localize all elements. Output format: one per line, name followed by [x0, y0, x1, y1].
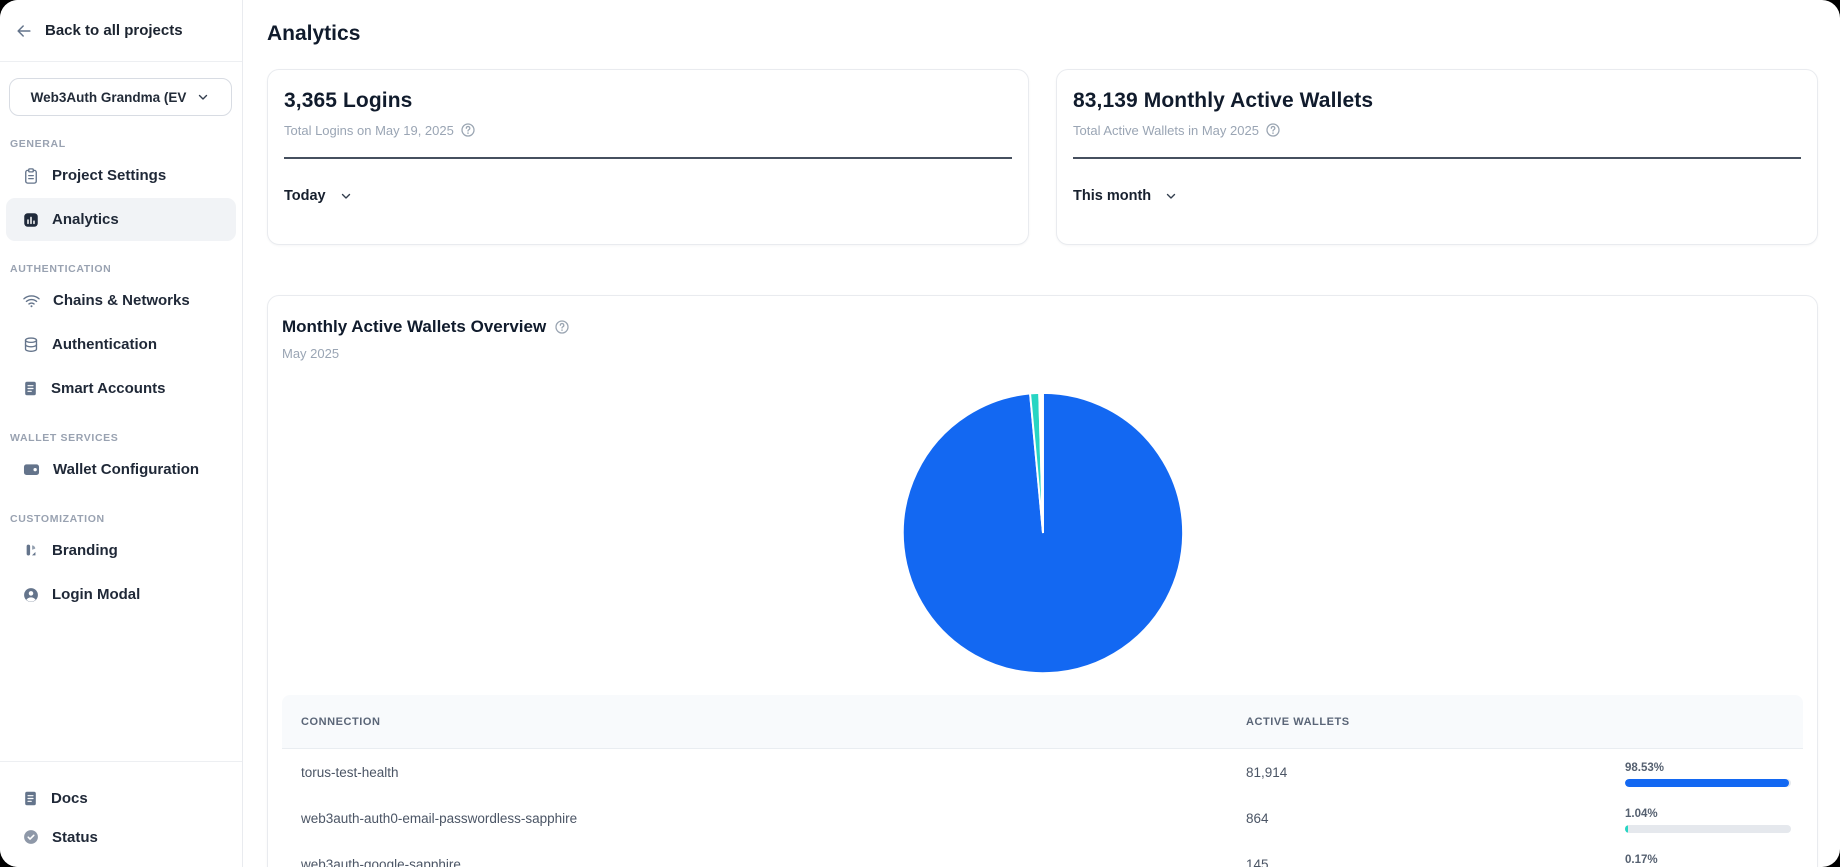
logins-stat-card: 3,365 Logins Total Logins on May 19, 202…	[267, 69, 1029, 245]
sidebar-item-status[interactable]: Status	[6, 818, 236, 856]
sidebar-section-label: AUTHENTICATION	[10, 263, 112, 275]
table-body: torus-test-health 81,914 98.53% web3auth…	[282, 749, 1803, 867]
project-selector[interactable]: Web3Auth Grandma (EV	[9, 78, 232, 116]
help-icon[interactable]	[460, 122, 476, 138]
sidebar-section-label: GENERAL	[10, 138, 66, 150]
bar-chart-icon	[22, 211, 40, 229]
wallets-overview-card: Monthly Active Wallets Overview May 2025…	[267, 295, 1818, 867]
active-wallets-stat-subtitle: Total Active Wallets in May 2025	[1073, 122, 1259, 138]
share-bar-track	[1625, 779, 1791, 787]
stat-divider	[1073, 157, 1801, 159]
sidebar-item-label: Branding	[52, 542, 118, 559]
active-wallets-cell: 81,914	[1246, 764, 1288, 780]
sidebar-item-authentication[interactable]: Authentication	[6, 323, 236, 366]
sidebar-section-label: CUSTOMIZATION	[10, 513, 105, 525]
help-icon[interactable]	[554, 319, 570, 335]
sidebar: Back to all projects Web3Auth Grandma (E…	[0, 0, 243, 867]
share-bar-fill	[1625, 825, 1628, 833]
brush-icon	[22, 542, 40, 560]
share-cell: 0.17%	[1625, 849, 1803, 867]
overview-subtitle: May 2025	[282, 346, 340, 361]
sidebar-item-label: Docs	[51, 789, 88, 807]
sidebar-item-label: Chains & Networks	[53, 292, 190, 309]
sidebar-item-label: Login Modal	[52, 586, 141, 603]
table-row: web3auth-auth0-email-passwordless-sapphi…	[282, 795, 1803, 841]
sidebar-item-label: Project Settings	[52, 167, 167, 184]
project-selector-value: Web3Auth Grandma (EV	[30, 89, 187, 105]
active-wallets-cell: 864	[1246, 810, 1269, 826]
active-wallets-column-header: ACTIVE WALLETS	[1246, 715, 1350, 728]
sidebar-item-login-modal[interactable]: Login Modal	[6, 573, 236, 616]
share-bar-track	[1625, 825, 1791, 833]
sidebar-item-wallet-configuration[interactable]: Wallet Configuration	[6, 448, 236, 491]
share-percent-label: 98.53%	[1625, 762, 1665, 774]
connection-cell: web3auth-auth0-email-passwordless-sapphi…	[301, 810, 578, 826]
connection-column-header: CONNECTION	[301, 715, 381, 728]
active-wallets-stat-value: 83,139 Monthly Active Wallets	[1073, 89, 1374, 112]
sidebar-item-smart-accounts[interactable]: Smart Accounts	[6, 367, 236, 410]
database-icon	[22, 336, 40, 354]
logins-period-value: Today	[284, 188, 326, 204]
clipboard-icon	[22, 167, 40, 185]
active-wallets-period-dropdown[interactable]: This month	[1073, 188, 1178, 204]
wallets-pie-chart	[282, 387, 1803, 679]
stats-row: 3,365 Logins Total Logins on May 19, 202…	[267, 69, 1818, 245]
page-title: Analytics	[267, 22, 361, 45]
sidebar-item-chains-networks[interactable]: Chains & Networks	[6, 279, 236, 322]
pie-slice-web3auth-google-sapphire	[1037, 391, 1044, 534]
chevron-down-icon	[1164, 189, 1178, 203]
chevron-down-icon	[339, 189, 353, 203]
back-to-projects-link[interactable]: Back to all projects	[0, 0, 242, 62]
active-wallets-stat-card: 83,139 Monthly Active Wallets Total Acti…	[1056, 69, 1818, 245]
active-wallets-period-value: This month	[1073, 188, 1152, 204]
sidebar-item-project-settings[interactable]: Project Settings	[6, 154, 236, 197]
logins-period-dropdown[interactable]: Today	[284, 188, 353, 204]
sidebar-item-label: Status	[52, 828, 98, 846]
help-icon[interactable]	[1265, 122, 1281, 138]
sidebar-item-docs[interactable]: Docs	[6, 779, 236, 817]
share-cell: 1.04%	[1625, 803, 1803, 833]
logins-stat-value: 3,365 Logins	[284, 89, 413, 112]
main-content: Analytics 3,365 Logins Total Logins on M…	[243, 0, 1840, 867]
connections-table: CONNECTION ACTIVE WALLETS torus-test-hea…	[282, 695, 1803, 867]
overview-title: Monthly Active Wallets Overview	[282, 317, 547, 336]
sidebar-item-label: Authentication	[52, 336, 157, 353]
share-percent-label: 1.04%	[1625, 808, 1658, 820]
sidebar-item-label: Analytics	[52, 211, 119, 228]
user-circle-icon	[22, 586, 40, 604]
sidebar-item-label: Wallet Configuration	[53, 461, 200, 478]
active-wallets-cell: 145	[1246, 856, 1269, 867]
document-icon	[22, 380, 39, 397]
share-percent-label: 0.17%	[1625, 854, 1658, 866]
arrow-left-icon	[14, 21, 34, 41]
share-cell: 98.53%	[1625, 757, 1803, 787]
connection-cell: torus-test-health	[301, 764, 399, 780]
sidebar-item-analytics[interactable]: Analytics	[6, 198, 236, 241]
connection-cell: web3auth-google-sapphire	[301, 856, 461, 867]
sidebar-item-branding[interactable]: Branding	[6, 529, 236, 572]
wallet-icon	[22, 460, 41, 479]
wifi-icon	[22, 291, 41, 310]
logins-stat-subtitle: Total Logins on May 19, 2025	[284, 122, 454, 138]
stat-divider	[284, 157, 1012, 159]
share-bar-fill	[1625, 779, 1789, 787]
chevron-down-icon	[196, 90, 210, 104]
table-row: web3auth-google-sapphire 145 0.17%	[282, 841, 1803, 867]
back-to-projects-label: Back to all projects	[45, 22, 183, 39]
table-header-row: CONNECTION ACTIVE WALLETS	[282, 695, 1803, 749]
sidebar-item-label: Smart Accounts	[51, 380, 166, 397]
table-row: torus-test-health 81,914 98.53%	[282, 749, 1803, 795]
sidebar-nav: GENERAL Project Settings Analytics AUTHE…	[0, 116, 242, 617]
check-circle-icon	[22, 828, 40, 846]
sidebar-section-label: WALLET SERVICES	[10, 432, 119, 444]
document-icon	[22, 790, 39, 807]
sidebar-footer: Docs Status	[0, 761, 242, 867]
